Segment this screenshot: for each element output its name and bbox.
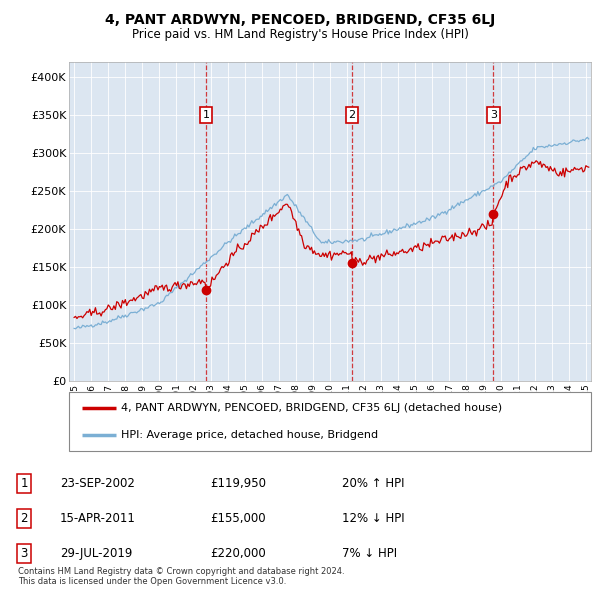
Text: 3: 3: [20, 547, 28, 560]
Text: 7% ↓ HPI: 7% ↓ HPI: [342, 547, 397, 560]
Text: 29-JUL-2019: 29-JUL-2019: [60, 547, 133, 560]
Text: £119,950: £119,950: [210, 477, 266, 490]
Text: 1: 1: [202, 110, 209, 120]
Text: 4, PANT ARDWYN, PENCOED, BRIDGEND, CF35 6LJ (detached house): 4, PANT ARDWYN, PENCOED, BRIDGEND, CF35 …: [121, 404, 502, 413]
Text: 2: 2: [20, 512, 28, 525]
Text: HPI: Average price, detached house, Bridgend: HPI: Average price, detached house, Brid…: [121, 431, 379, 440]
Text: 1: 1: [20, 477, 28, 490]
Text: 2: 2: [349, 110, 356, 120]
Text: £220,000: £220,000: [210, 547, 266, 560]
Text: 20% ↑ HPI: 20% ↑ HPI: [342, 477, 404, 490]
Text: 3: 3: [490, 110, 497, 120]
Text: £155,000: £155,000: [210, 512, 266, 525]
Text: 15-APR-2011: 15-APR-2011: [60, 512, 136, 525]
Text: 12% ↓ HPI: 12% ↓ HPI: [342, 512, 404, 525]
Text: 23-SEP-2002: 23-SEP-2002: [60, 477, 135, 490]
FancyBboxPatch shape: [69, 392, 591, 451]
Text: Price paid vs. HM Land Registry's House Price Index (HPI): Price paid vs. HM Land Registry's House …: [131, 28, 469, 41]
Text: Contains HM Land Registry data © Crown copyright and database right 2024.
This d: Contains HM Land Registry data © Crown c…: [18, 567, 344, 586]
Text: 4, PANT ARDWYN, PENCOED, BRIDGEND, CF35 6LJ: 4, PANT ARDWYN, PENCOED, BRIDGEND, CF35 …: [105, 13, 495, 27]
